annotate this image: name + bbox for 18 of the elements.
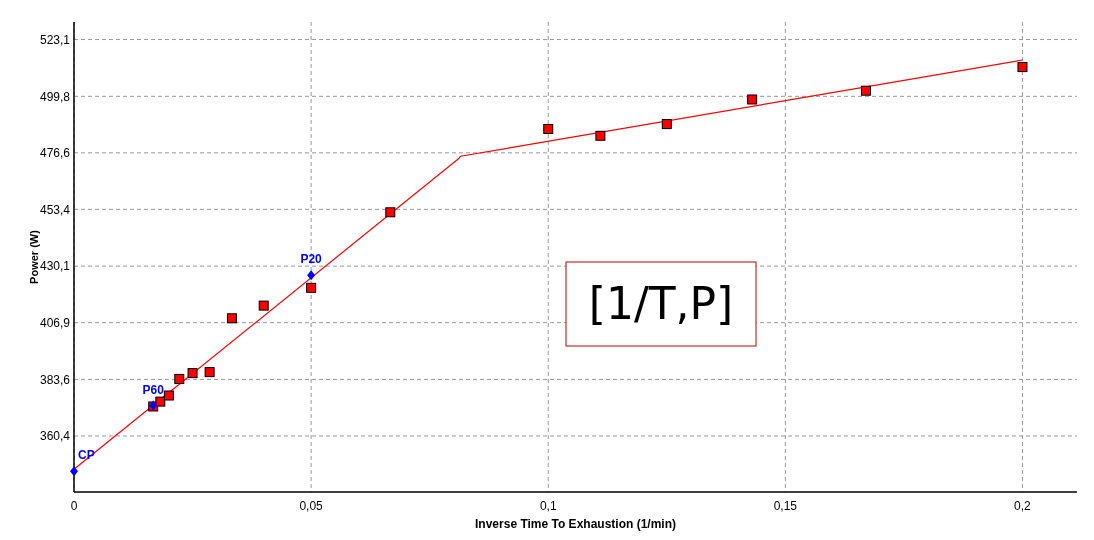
y-tick-label: 453,4 <box>39 202 71 217</box>
y-tick-label: 499,8 <box>39 89 71 104</box>
x-tick-label: 0,05 <box>299 499 324 513</box>
x-tick-label: 0,15 <box>773 499 798 513</box>
x-tick-label: 0,1 <box>539 499 557 513</box>
y-tick-label: 406,9 <box>39 315 71 330</box>
y-axis-title: Power (W) <box>28 229 40 284</box>
y-tick-label: 383,6 <box>39 372 71 387</box>
y-tick-label: 523,1 <box>39 32 71 47</box>
x-tick-label: 0 <box>70 499 78 513</box>
y-tick-label: 360,4 <box>39 429 71 444</box>
annotation: P20 <box>300 252 323 267</box>
annotation: P60 <box>142 382 165 397</box>
x-tick-label: 0,2 <box>1014 499 1032 513</box>
x-axis-title: Inverse Time To Exhaustion (1/min) <box>475 517 676 531</box>
annotation: [1/T,P] <box>588 278 734 330</box>
y-tick-label: 430,1 <box>39 259 71 274</box>
y-tick-label: 476,6 <box>39 146 71 161</box>
